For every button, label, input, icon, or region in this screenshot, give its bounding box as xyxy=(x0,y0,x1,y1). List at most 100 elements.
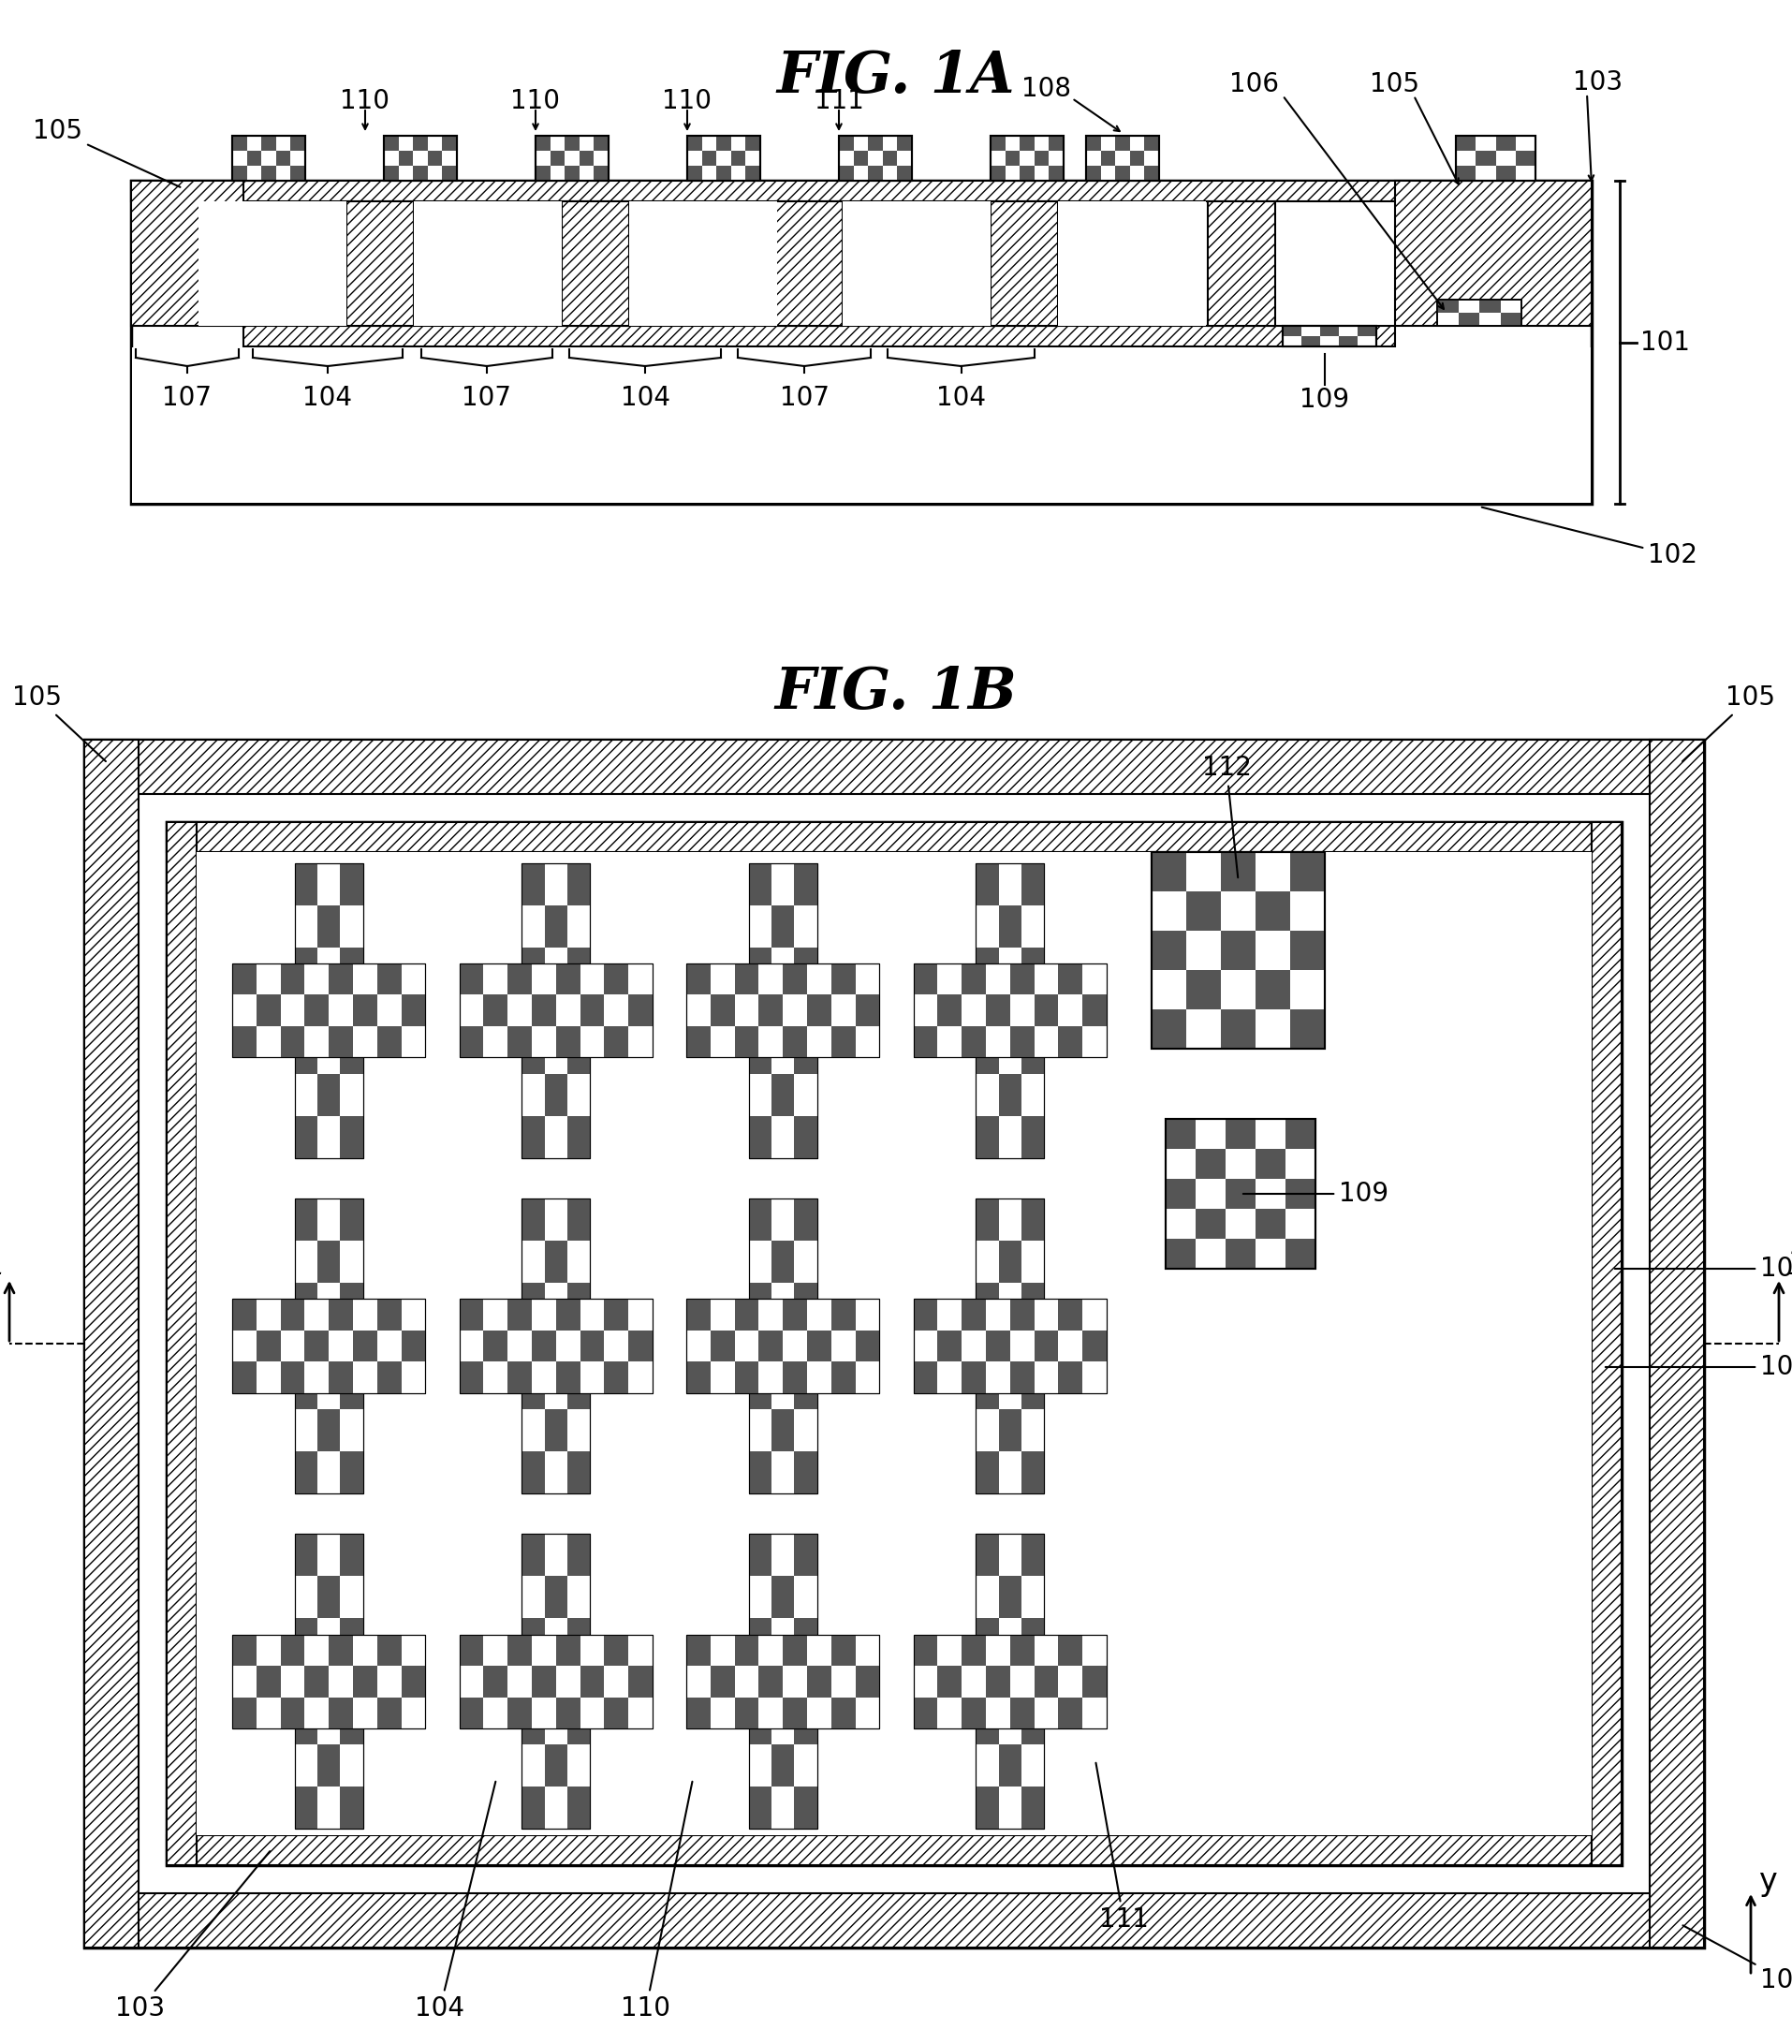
Bar xyxy=(1496,135,1516,151)
Bar xyxy=(556,1026,581,1057)
Bar xyxy=(855,1331,880,1361)
Bar xyxy=(1034,995,1059,1026)
Bar xyxy=(340,1032,364,1073)
Bar xyxy=(1220,1010,1256,1049)
Text: FIG. 1A: FIG. 1A xyxy=(778,49,1014,104)
Bar xyxy=(233,1300,425,1392)
Bar xyxy=(521,1533,590,1829)
Bar xyxy=(749,946,772,989)
Bar xyxy=(340,1116,364,1159)
Bar xyxy=(383,135,457,180)
Text: 1A: 1A xyxy=(1785,1247,1792,1282)
Bar xyxy=(735,1026,758,1057)
Bar xyxy=(1220,930,1256,971)
Bar xyxy=(346,200,414,325)
Bar xyxy=(459,1300,652,1392)
Text: 107: 107 xyxy=(780,384,830,411)
Bar xyxy=(783,1026,806,1057)
Bar xyxy=(1437,300,1521,325)
Bar xyxy=(233,1635,256,1666)
Bar xyxy=(233,166,247,180)
Bar xyxy=(507,1697,532,1729)
Bar xyxy=(794,1619,817,1660)
Bar xyxy=(1152,852,1324,1049)
Bar xyxy=(998,1408,1021,1451)
Bar xyxy=(686,166,702,180)
Bar xyxy=(545,1576,568,1619)
Bar xyxy=(1455,135,1536,180)
Bar xyxy=(749,1198,817,1494)
Bar xyxy=(459,1026,484,1057)
Bar xyxy=(459,1635,652,1729)
Text: 108: 108 xyxy=(1615,1255,1792,1282)
Bar xyxy=(735,1300,758,1331)
Bar xyxy=(296,1198,317,1241)
Bar xyxy=(545,1746,568,1786)
Bar xyxy=(711,1331,735,1361)
Bar xyxy=(604,1300,629,1331)
Bar xyxy=(340,1451,364,1494)
Bar xyxy=(711,995,735,1026)
Bar xyxy=(296,1032,317,1073)
Bar xyxy=(842,200,991,325)
Bar xyxy=(296,1198,364,1494)
Bar xyxy=(545,989,568,1032)
Bar xyxy=(1115,135,1131,151)
Bar xyxy=(1339,335,1358,345)
Bar xyxy=(831,1300,855,1331)
Bar xyxy=(962,1697,986,1729)
Bar xyxy=(794,863,817,905)
Bar xyxy=(629,1331,652,1361)
Bar xyxy=(977,1198,998,1241)
Bar xyxy=(1145,166,1159,180)
Bar xyxy=(484,1666,507,1697)
Bar xyxy=(233,963,425,1057)
Bar xyxy=(1021,1619,1045,1660)
Bar xyxy=(998,905,1021,946)
Bar xyxy=(749,863,817,1159)
Bar xyxy=(629,1666,652,1697)
Bar xyxy=(1283,325,1376,345)
Bar xyxy=(556,1635,581,1666)
Bar xyxy=(376,1697,401,1729)
Bar xyxy=(1455,166,1477,180)
Bar xyxy=(1477,151,1496,166)
Bar xyxy=(914,1697,937,1729)
Bar xyxy=(276,151,290,166)
Bar xyxy=(783,1635,806,1666)
Bar xyxy=(281,963,305,995)
Bar xyxy=(1285,1179,1315,1208)
Bar xyxy=(353,1666,376,1697)
Bar xyxy=(536,135,609,180)
Bar xyxy=(735,1697,758,1729)
Bar xyxy=(991,166,1005,180)
Bar xyxy=(199,200,346,325)
Bar xyxy=(937,995,962,1026)
Bar xyxy=(853,151,867,166)
Bar xyxy=(1034,1666,1059,1697)
Bar xyxy=(1226,1239,1256,1269)
Bar xyxy=(233,135,305,180)
Bar xyxy=(414,200,561,325)
Bar xyxy=(758,1331,783,1361)
Bar xyxy=(914,1026,937,1057)
Bar xyxy=(1290,852,1324,891)
Bar xyxy=(568,1032,590,1073)
Bar xyxy=(998,1073,1021,1116)
Bar xyxy=(686,1300,880,1392)
Bar xyxy=(991,200,1057,325)
Bar xyxy=(1021,1116,1045,1159)
Bar xyxy=(914,963,937,995)
Bar xyxy=(233,1026,256,1057)
Bar xyxy=(167,822,1622,852)
Bar xyxy=(898,135,912,151)
Bar xyxy=(1256,1149,1285,1179)
Bar xyxy=(794,1116,817,1159)
Bar xyxy=(1165,1118,1315,1269)
Bar xyxy=(1256,1208,1285,1239)
Bar xyxy=(256,1666,281,1697)
Bar xyxy=(330,1635,353,1666)
Bar xyxy=(783,963,806,995)
Text: 109: 109 xyxy=(1244,1181,1389,1206)
Bar xyxy=(962,1300,986,1331)
